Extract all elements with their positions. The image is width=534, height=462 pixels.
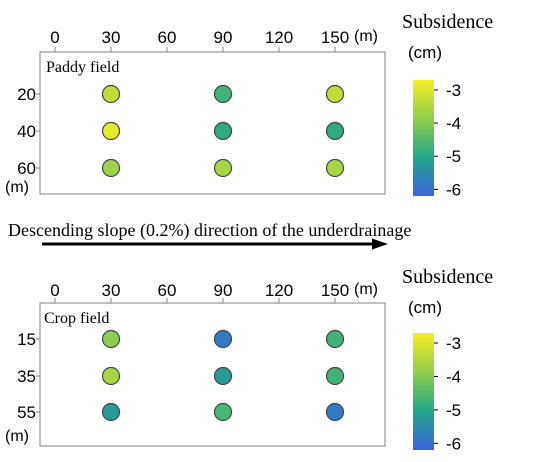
x-tick-label: 90 bbox=[214, 281, 233, 300]
colorbar-tick-label: -6 bbox=[446, 180, 461, 199]
colorbar-tick-label: -4 bbox=[446, 367, 461, 386]
y-tick-label: 15 bbox=[17, 330, 36, 349]
x-tick-label: 30 bbox=[102, 281, 121, 300]
paddy-field-panel: Paddy field (m) (m) 0 30 60 90 120 150 20 40 60… bbox=[5, 11, 493, 199]
data-point bbox=[213, 84, 233, 104]
data-point bbox=[101, 402, 121, 422]
slope-arrow-head bbox=[372, 238, 388, 250]
data-point bbox=[213, 402, 233, 422]
y-unit-label: (m) bbox=[5, 179, 29, 196]
x-tick-label: 30 bbox=[102, 28, 121, 47]
data-point bbox=[325, 158, 345, 178]
x-tick-label: 150 bbox=[321, 28, 349, 47]
data-point bbox=[101, 158, 121, 178]
data-point bbox=[325, 366, 345, 386]
data-point bbox=[101, 84, 121, 104]
colorbar-bar bbox=[413, 333, 434, 450]
x-tick-label: 60 bbox=[158, 281, 177, 300]
colorbar-ticks: -3 -4 -5 -6 bbox=[434, 334, 461, 453]
data-point bbox=[325, 121, 345, 141]
x-tick-label: 0 bbox=[50, 281, 59, 300]
colorbar-tick-label: -3 bbox=[446, 334, 461, 353]
colorbar-bar bbox=[413, 80, 434, 196]
colorbar-title: Subsidence bbox=[402, 11, 493, 33]
colorbar-unit: (cm) bbox=[408, 298, 442, 317]
y-ticks: 20 40 60 bbox=[17, 85, 40, 178]
x-tick-label: 60 bbox=[158, 28, 177, 47]
data-point bbox=[101, 366, 121, 386]
panel-title: Crop field bbox=[44, 310, 109, 327]
x-tick-label: 120 bbox=[265, 28, 293, 47]
slope-annotation-text: Descending slope (0.2%) direction of the… bbox=[8, 220, 411, 241]
data-point bbox=[101, 121, 121, 141]
colorbar-tick-label: -4 bbox=[446, 114, 461, 133]
data-point bbox=[213, 366, 233, 386]
y-unit-label: (m) bbox=[5, 428, 29, 445]
data-point bbox=[325, 329, 345, 349]
data-point bbox=[101, 329, 121, 349]
panel-title: Paddy field bbox=[46, 59, 119, 76]
x-ticks: 0 30 60 90 120 150 bbox=[50, 281, 349, 303]
x-unit-label: (m) bbox=[354, 281, 378, 298]
y-tick-label: 60 bbox=[17, 159, 36, 178]
y-tick-label: 20 bbox=[17, 85, 36, 104]
crop-field-panel: Crop field (m) (m) 0 30 60 90 120 150 153555 … bbox=[5, 266, 493, 453]
data-point bbox=[325, 402, 345, 422]
colorbar: Subsidence (cm) -3 -4 -5 -6 bbox=[402, 266, 493, 453]
x-unit-label: (m) bbox=[354, 28, 378, 45]
colorbar-unit: (cm) bbox=[408, 43, 442, 62]
colorbar-tick-label: -6 bbox=[446, 434, 461, 453]
x-ticks: 0 30 60 90 120 150 bbox=[50, 28, 349, 52]
colorbar-ticks: -3 -4 -5 -6 bbox=[434, 81, 461, 199]
y-tick-label: 55 bbox=[17, 403, 36, 422]
plot-frame bbox=[39, 302, 386, 447]
plot-frame bbox=[39, 51, 386, 195]
colorbar-tick-label: -5 bbox=[446, 401, 461, 420]
data-points bbox=[101, 84, 345, 178]
data-point bbox=[213, 121, 233, 141]
data-points bbox=[101, 329, 345, 422]
x-tick-label: 90 bbox=[214, 28, 233, 47]
colorbar-tick-label: -5 bbox=[446, 147, 461, 166]
data-point bbox=[213, 158, 233, 178]
data-point bbox=[213, 329, 233, 349]
x-tick-label: 120 bbox=[265, 281, 293, 300]
colorbar-tick-label: -3 bbox=[446, 81, 461, 100]
x-tick-label: 150 bbox=[321, 281, 349, 300]
colorbar-title: Subsidence bbox=[402, 266, 493, 288]
slope-annotation: Descending slope (0.2%) direction of the… bbox=[8, 220, 411, 250]
x-tick-label: 0 bbox=[50, 28, 59, 47]
y-tick-label: 35 bbox=[17, 367, 36, 386]
data-point bbox=[325, 84, 345, 104]
y-tick-label: 40 bbox=[17, 122, 36, 141]
colorbar: Subsidence (cm) -3 -4 -5 -6 bbox=[402, 11, 493, 199]
y-ticks: 15 35 55 bbox=[17, 330, 40, 422]
